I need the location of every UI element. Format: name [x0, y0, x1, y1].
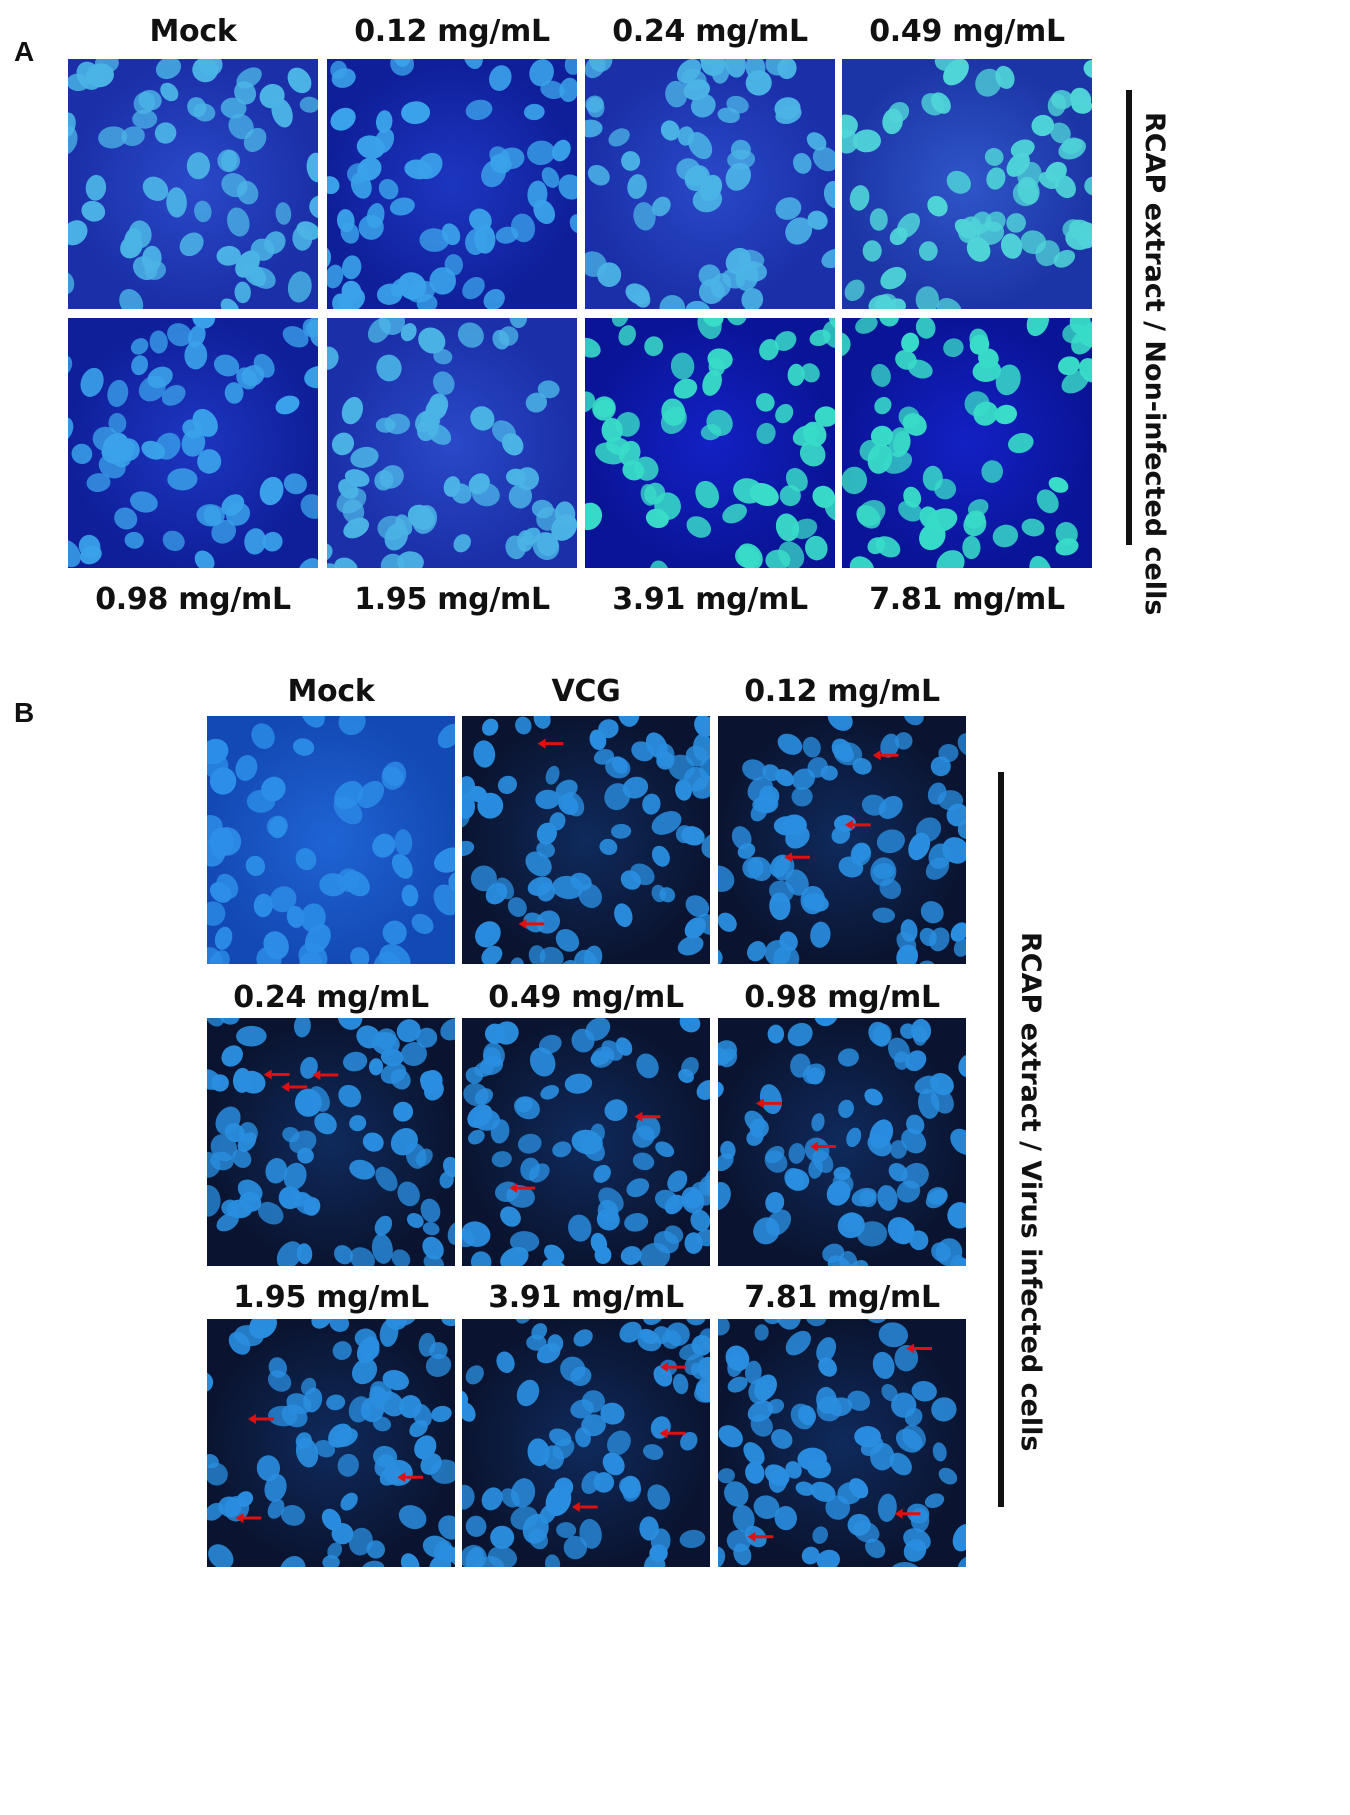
panel-b-label-vcg: VCG: [551, 674, 621, 709]
micrograph-b-7-81: [718, 1319, 966, 1567]
micrograph-b-3-91: [462, 1319, 710, 1567]
micrograph-b-0-49: [462, 1018, 710, 1266]
panel-a-side-label: RCAP extract / Non-infected cells: [1139, 112, 1170, 616]
panel-a-side-bar: [1126, 90, 1132, 545]
panel-b-label-0-24: 0.24 mg/mL: [233, 980, 429, 1015]
panel-b-letter: B: [14, 697, 35, 728]
panel-a-label-3-91: 3.91 mg/mL: [612, 582, 808, 617]
panel-b-label-0-49: 0.49 mg/mL: [488, 980, 684, 1015]
micrograph-a-7-81: [842, 318, 1092, 568]
micrograph-b-0-98: [718, 1018, 966, 1266]
panel-a-letter: A: [14, 36, 35, 67]
panel-a-label-0-49: 0.49 mg/mL: [869, 14, 1065, 49]
micrograph-b-1-95: [207, 1319, 455, 1567]
panel-b-side-bar: [998, 772, 1004, 1507]
panel-a-label-mock: Mock: [149, 14, 237, 49]
panel-a-label-1-95: 1.95 mg/mL: [354, 582, 550, 617]
micrograph-b-0-24: [207, 1018, 455, 1266]
panel-b-label-1-95: 1.95 mg/mL: [233, 1280, 429, 1315]
panel-a-label-0-98: 0.98 mg/mL: [95, 582, 291, 617]
micrograph-a-1-95: [327, 318, 577, 568]
panel-b-label-0-12: 0.12 mg/mL: [744, 674, 940, 709]
micrograph-a-0-24: [585, 59, 835, 309]
micrograph-b-mock: [207, 716, 455, 964]
micrograph-a-0-12: [327, 59, 577, 309]
panel-b-label-7-81: 7.81 mg/mL: [744, 1280, 940, 1315]
panel-a-label-0-24: 0.24 mg/mL: [612, 14, 808, 49]
micrograph-a-mock: [68, 59, 318, 309]
panel-b-label-3-91: 3.91 mg/mL: [488, 1280, 684, 1315]
panel-a-label-7-81: 7.81 mg/mL: [869, 582, 1065, 617]
micrograph-b-0-12: [718, 716, 966, 964]
panel-b-side-label: RCAP extract / Virus infected cells: [1015, 932, 1046, 1452]
micrograph-a-0-98: [68, 318, 318, 568]
panel-b-label-0-98: 0.98 mg/mL: [744, 980, 940, 1015]
panel-a-label-0-12: 0.12 mg/mL: [354, 14, 550, 49]
panel-b-label-mock: Mock: [287, 674, 375, 709]
micrograph-a-0-49: [842, 59, 1092, 309]
micrograph-a-3-91: [585, 318, 835, 568]
micrograph-b-vcg: [462, 716, 710, 964]
